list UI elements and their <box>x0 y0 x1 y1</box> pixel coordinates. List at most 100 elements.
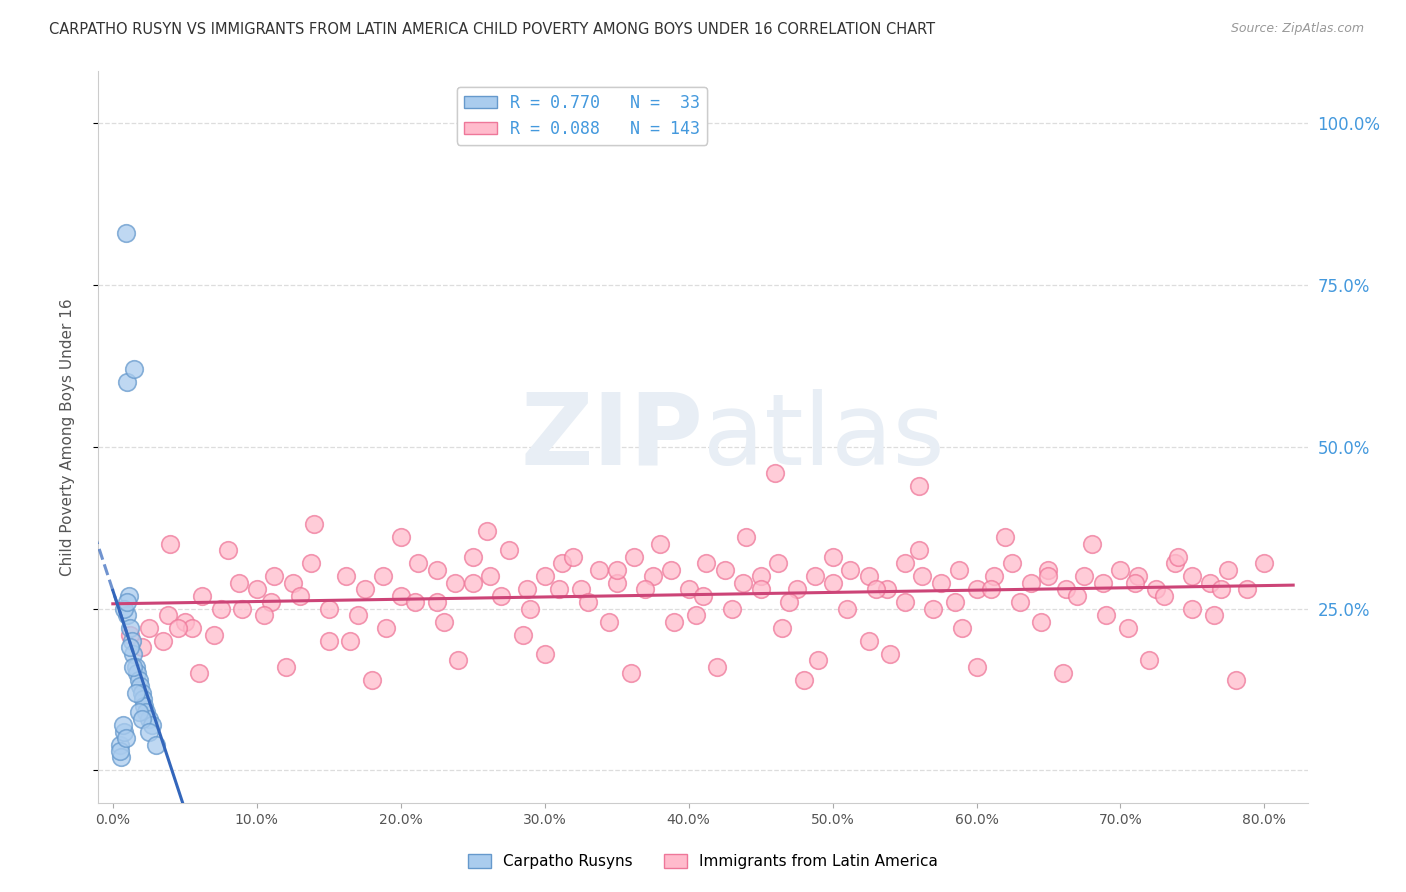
Point <box>533 647 555 661</box>
Point <box>858 634 880 648</box>
Point <box>202 627 225 641</box>
Point <box>1031 615 1053 629</box>
Point <box>389 589 412 603</box>
Point <box>134 698 156 713</box>
Point <box>770 621 793 635</box>
Point <box>838 563 860 577</box>
Point <box>112 601 135 615</box>
Point <box>141 718 163 732</box>
Point <box>911 569 934 583</box>
Point <box>706 660 728 674</box>
Point <box>404 595 426 609</box>
Point <box>181 621 204 635</box>
Point <box>551 557 574 571</box>
Point <box>1019 575 1042 590</box>
Point <box>929 575 952 590</box>
Point <box>1123 575 1146 590</box>
Point <box>301 557 323 571</box>
Point <box>115 608 138 623</box>
Point <box>1054 582 1077 597</box>
Point <box>135 705 157 719</box>
Point <box>108 738 131 752</box>
Point <box>426 595 449 609</box>
Point <box>620 666 643 681</box>
Point <box>948 563 970 577</box>
Point <box>138 621 160 635</box>
Point <box>807 653 830 667</box>
Point <box>623 549 645 564</box>
Point <box>361 673 384 687</box>
Point <box>879 647 901 661</box>
Point <box>346 608 368 623</box>
Point <box>1080 537 1102 551</box>
Point <box>263 569 285 583</box>
Point <box>1052 666 1074 681</box>
Point <box>122 647 145 661</box>
Point <box>1236 582 1258 597</box>
Point <box>1116 621 1139 635</box>
Point <box>478 569 501 583</box>
Point <box>217 543 239 558</box>
Point <box>678 582 700 597</box>
Point <box>228 575 250 590</box>
Point <box>120 627 142 641</box>
Point <box>749 582 772 597</box>
Point <box>129 679 152 693</box>
Point <box>966 660 988 674</box>
Point <box>720 601 742 615</box>
Point <box>114 226 136 240</box>
Point <box>122 660 145 674</box>
Point <box>231 601 253 615</box>
Point <box>156 608 179 623</box>
Point <box>980 582 1002 597</box>
Point <box>152 634 174 648</box>
Point <box>1095 608 1118 623</box>
Point <box>120 621 142 635</box>
Point <box>512 627 534 641</box>
Point <box>128 705 150 719</box>
Point <box>1066 589 1088 603</box>
Point <box>733 575 755 590</box>
Point <box>648 537 671 551</box>
Point <box>406 557 429 571</box>
Point <box>1008 595 1031 609</box>
Point <box>793 673 815 687</box>
Point <box>209 601 232 615</box>
Point <box>634 582 657 597</box>
Point <box>461 549 484 564</box>
Point <box>516 582 538 597</box>
Point <box>1073 569 1095 583</box>
Point <box>983 569 1005 583</box>
Point <box>1202 608 1225 623</box>
Text: ZIP: ZIP <box>520 389 703 485</box>
Point <box>533 569 555 583</box>
Point <box>118 589 141 603</box>
Point <box>125 686 148 700</box>
Point <box>966 582 988 597</box>
Point <box>1146 582 1168 597</box>
Point <box>138 712 160 726</box>
Point <box>606 575 628 590</box>
Point <box>191 589 214 603</box>
Point <box>943 595 966 609</box>
Point <box>865 582 887 597</box>
Point <box>1092 575 1115 590</box>
Point <box>138 724 160 739</box>
Point <box>1164 557 1187 571</box>
Point <box>749 569 772 583</box>
Point <box>569 582 592 597</box>
Point <box>120 640 142 655</box>
Point <box>1181 601 1204 615</box>
Point <box>115 595 138 609</box>
Point <box>659 563 682 577</box>
Point <box>110 750 132 764</box>
Point <box>131 712 153 726</box>
Point <box>1038 569 1060 583</box>
Point <box>304 517 326 532</box>
Point <box>124 362 146 376</box>
Point <box>1126 569 1149 583</box>
Point <box>713 563 735 577</box>
Point <box>994 530 1017 544</box>
Point <box>132 692 155 706</box>
Point <box>1137 653 1160 667</box>
